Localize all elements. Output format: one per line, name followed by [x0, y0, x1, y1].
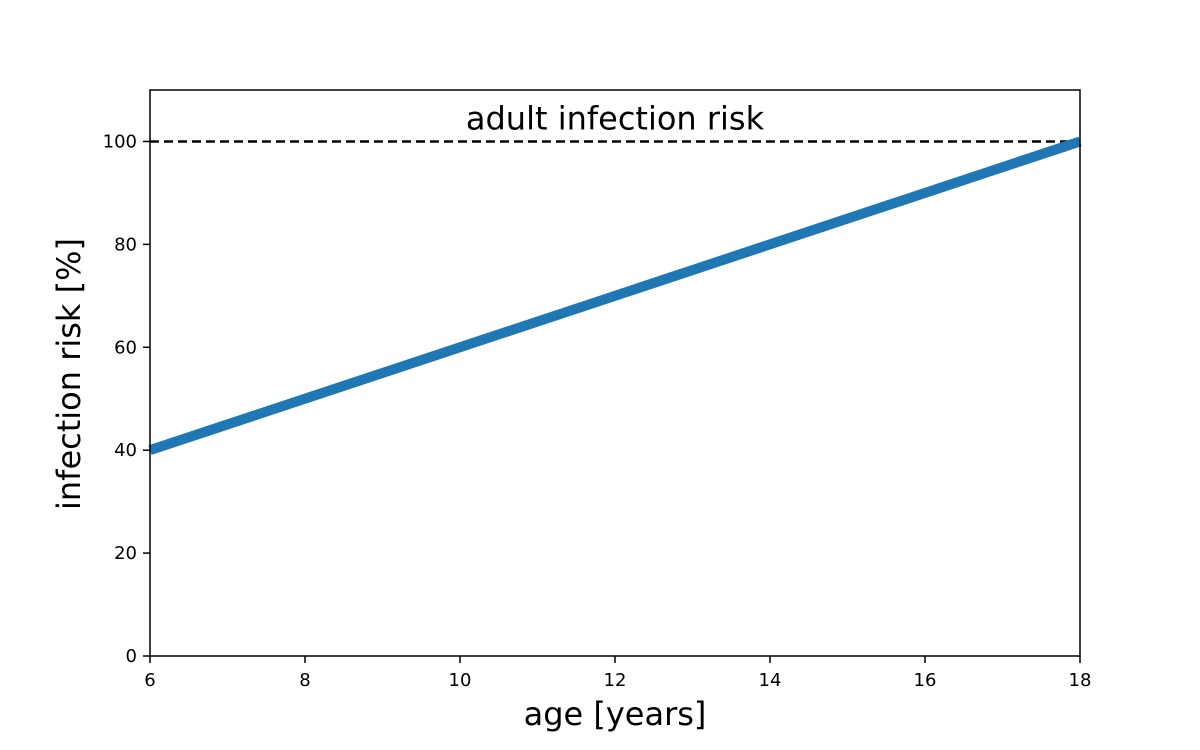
x-tick-label: 6	[144, 670, 155, 691]
plot-area: adult infection risk	[148, 89, 1082, 657]
x-axis-ticks: 6 8 10 12 14 16 18	[144, 656, 1091, 691]
y-tick-label: 0	[126, 646, 137, 667]
x-tick-label: 14	[759, 670, 782, 691]
y-tick-label: 80	[114, 234, 137, 255]
x-tick-label: 10	[449, 670, 472, 691]
x-tick-label: 18	[1069, 670, 1092, 691]
x-axis-label: age [years]	[524, 695, 707, 733]
x-tick-label: 12	[604, 670, 627, 691]
plot-frame	[149, 89, 1081, 657]
y-tick-label: 60	[114, 337, 137, 358]
y-tick-label: 40	[114, 440, 137, 461]
annotation-text-0: adult infection risk	[466, 99, 765, 137]
x-tick-label: 16	[914, 670, 937, 691]
y-tick-label: 100	[103, 131, 137, 152]
series-line-0	[148, 136, 1082, 455]
y-axis-label: infection risk [%]	[50, 238, 88, 510]
y-tick-label: 20	[114, 543, 137, 564]
x-tick-label: 8	[299, 670, 310, 691]
y-axis-ticks: 0 20 40 60 80 100	[103, 131, 150, 667]
